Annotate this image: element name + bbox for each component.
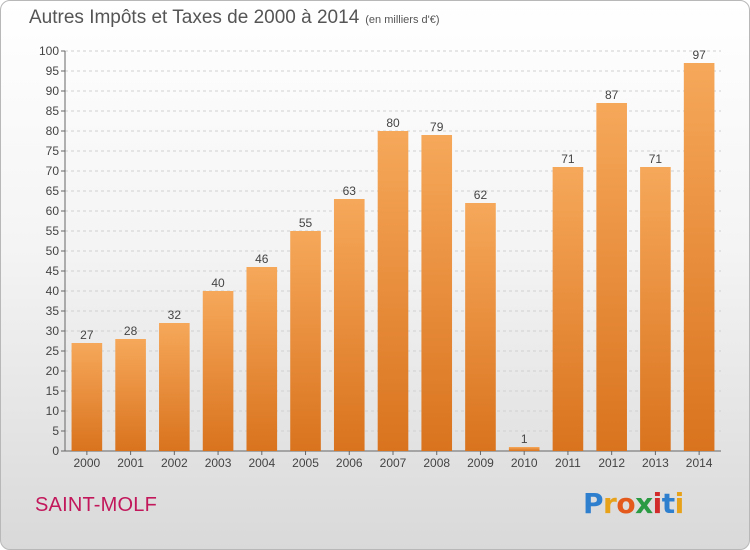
bar-2007 — [377, 131, 409, 451]
bar-2009 — [465, 203, 496, 451]
value-label-2001: 28 — [124, 324, 138, 338]
x-tick-label-2001: 2001 — [117, 456, 144, 470]
y-tick-label: 65 — [46, 184, 60, 198]
logo-letter: t — [661, 487, 675, 520]
value-label-2014: 97 — [692, 48, 706, 62]
x-tick-label-2012: 2012 — [598, 456, 625, 470]
bars — [71, 63, 715, 451]
x-tick-label-2011: 2011 — [555, 456, 581, 470]
commune-name: SAINT-MOLF — [35, 494, 158, 516]
bar-2008 — [421, 135, 453, 451]
value-label-2013: 71 — [649, 152, 663, 166]
y-tick-label: 75 — [46, 144, 60, 158]
y-tick-label: 30 — [46, 324, 60, 338]
y-tick-label: 40 — [46, 284, 60, 298]
x-tick-label-2010: 2010 — [511, 456, 538, 470]
bar-2005 — [290, 231, 321, 451]
y-tick-label: 55 — [46, 224, 60, 238]
x-tick-label-2004: 2004 — [248, 456, 275, 470]
y-tick-label: 5 — [52, 424, 59, 438]
value-label-2011: 71 — [561, 152, 575, 166]
x-tick-label-2005: 2005 — [292, 456, 319, 470]
x-tick-labels: 2000 2001 2002 2003 2004 2005 2006 2007 2008 2009… — [74, 456, 713, 470]
x-tick-label-2013: 2013 — [642, 456, 669, 470]
proxiti-logo: Proxiti — [583, 487, 684, 520]
y-tick-label: 80 — [46, 124, 60, 138]
x-tick-label-2006: 2006 — [336, 456, 363, 470]
value-label-2004: 46 — [255, 252, 269, 266]
y-tick-label: 100 — [39, 44, 59, 58]
bar-2002 — [159, 323, 190, 451]
value-label-2012: 87 — [605, 88, 619, 102]
y-tick-label: 25 — [46, 344, 60, 358]
value-label-2000: 27 — [80, 328, 94, 342]
logo-letter: P — [583, 487, 604, 520]
value-label-2010: 1 — [521, 432, 528, 446]
logo-letter: o — [616, 487, 636, 520]
value-label-2008: 79 — [430, 120, 444, 134]
bar-2004 — [246, 267, 278, 451]
bar-2013 — [640, 167, 671, 451]
y-tick-label: 95 — [46, 64, 60, 78]
value-labels: 27 28 32 40 46 55 63 80 79 62 1 71 87 71 97 — [80, 48, 706, 446]
bar-2000 — [71, 343, 103, 451]
x-tick-label-2007: 2007 — [380, 456, 407, 470]
bar-2003 — [202, 291, 234, 451]
logo-letter: r — [603, 487, 617, 520]
y-tick-label: 10 — [46, 404, 60, 418]
y-tick-label: 70 — [46, 164, 60, 178]
x-tick-label-2002: 2002 — [161, 456, 188, 470]
bar-2011 — [552, 167, 584, 451]
x-tick-label-2008: 2008 — [423, 456, 450, 470]
y-tick-label: 60 — [46, 204, 60, 218]
value-label-2005: 55 — [299, 216, 313, 230]
y-tick-label: 15 — [46, 384, 60, 398]
bar-2014 — [683, 63, 715, 451]
value-label-2007: 80 — [386, 116, 400, 130]
x-tick-label-2014: 2014 — [686, 456, 713, 470]
bar-2001 — [115, 339, 146, 451]
y-tick-label: 0 — [52, 444, 59, 458]
logo-letter: i — [652, 487, 663, 520]
bar-2012 — [596, 103, 627, 451]
value-label-2006: 63 — [343, 184, 357, 198]
value-label-2009: 62 — [474, 188, 488, 202]
y-tick-label: 35 — [46, 304, 60, 318]
y-tick-label: 45 — [46, 264, 60, 278]
logo-letter: x — [635, 487, 653, 520]
logo-letter: i — [674, 487, 685, 520]
y-tick-label: 90 — [46, 84, 60, 98]
y-tick-label: 20 — [46, 364, 60, 378]
y-tick-label: 85 — [46, 104, 60, 118]
x-tick-label-2003: 2003 — [205, 456, 232, 470]
x-tick-label-2009: 2009 — [467, 456, 494, 470]
bar-2006 — [333, 199, 365, 451]
chart-title-text: Autres Impôts et Taxes de 2000 à 2014 — [29, 7, 360, 28]
x-tick-label-2000: 2000 — [74, 456, 101, 470]
value-label-2002: 32 — [168, 308, 182, 322]
value-label-2003: 40 — [211, 276, 225, 290]
y-tick-label: 50 — [46, 244, 60, 258]
chart-unit: (en milliers d'€) — [365, 14, 440, 26]
y-tick-labels: 0 5 10 15 20 25 30 35 40 45 50 55 60 65 70 75 80 85 90 95 10… — [39, 44, 59, 458]
bar-2010 — [508, 447, 540, 451]
chart-title: Autres Impôts et Taxes de 2000 à 2014 (en… — [29, 7, 440, 29]
